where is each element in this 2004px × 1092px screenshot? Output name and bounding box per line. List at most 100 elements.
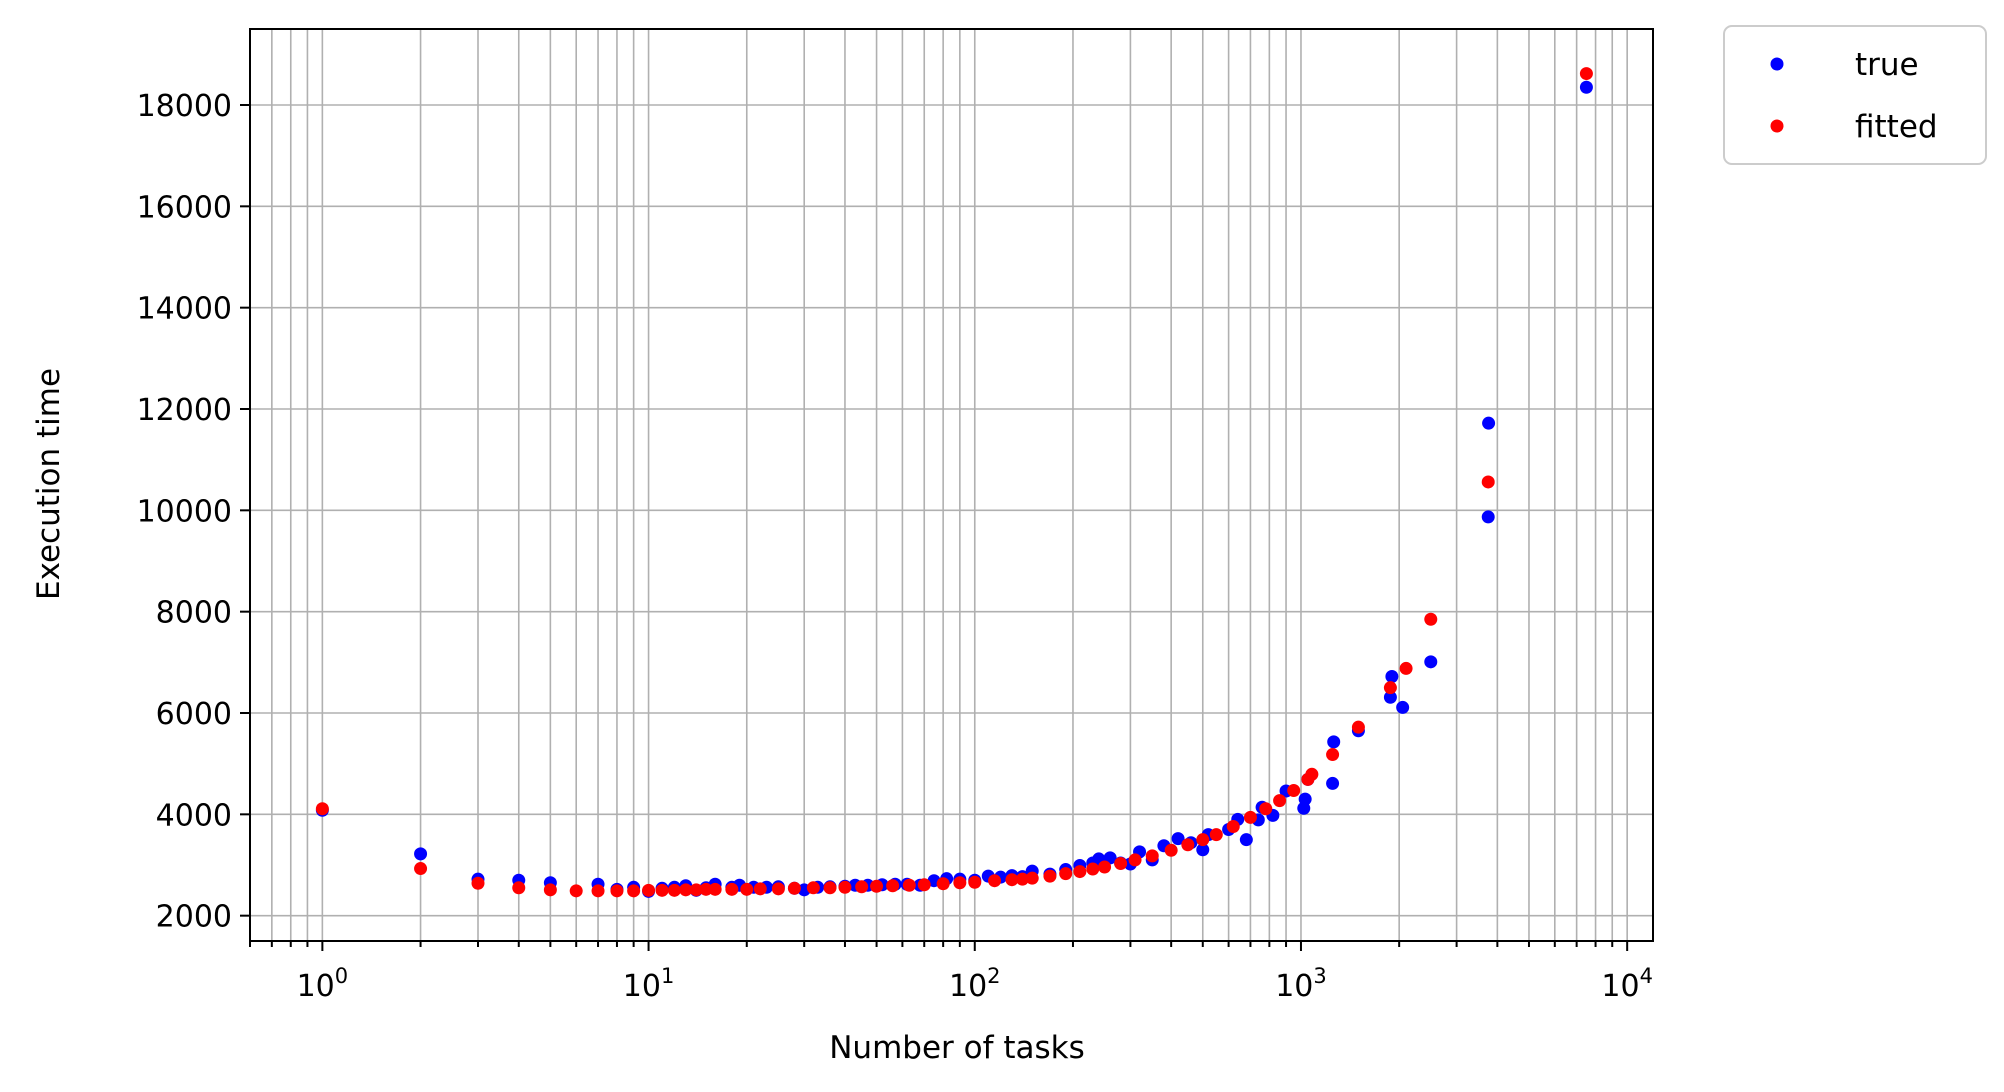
y-tick-label: 16000: [137, 190, 232, 225]
point-fitted: [855, 880, 869, 894]
point-fitted: [627, 884, 641, 898]
point-fitted: [699, 882, 713, 896]
point-fitted: [753, 882, 767, 896]
point-fitted: [1025, 871, 1039, 885]
point-fitted: [708, 882, 722, 896]
point-fitted: [1287, 784, 1301, 798]
point-fitted: [1399, 661, 1413, 675]
point-fitted: [642, 883, 656, 897]
point-fitted: [1005, 873, 1019, 887]
point-fitted: [968, 875, 982, 889]
x-axis-label: Number of tasks: [829, 1030, 1085, 1066]
axis-ticks: [240, 104, 1629, 951]
point-true: [1482, 416, 1496, 430]
point-fitted: [953, 876, 967, 890]
y-axis-label: Execution time: [31, 368, 67, 600]
point-true: [1385, 670, 1399, 684]
point-true: [1171, 832, 1185, 846]
point-fitted: [1243, 810, 1257, 824]
x-tick-label: 100: [297, 964, 349, 1004]
legend-label-true: true: [1855, 47, 1919, 83]
point-fitted: [1579, 67, 1593, 81]
y-tick-labels: 2000 4000 6000 8000 10000 12000 14000 16000 1800…: [137, 89, 232, 935]
point-fitted: [1481, 475, 1495, 489]
point-fitted: [1043, 869, 1057, 883]
point-fitted: [543, 883, 557, 897]
point-fitted: [512, 881, 526, 895]
point-fitted: [1059, 867, 1073, 881]
grid-lines: [249, 29, 1653, 941]
legend-marker-fitted: [1770, 119, 1784, 133]
point-fitted: [1305, 767, 1319, 781]
x-tick-label: 101: [623, 964, 675, 1004]
y-tick-label: 18000: [137, 89, 232, 124]
point-fitted: [1196, 833, 1210, 847]
point-fitted: [725, 882, 739, 896]
x-tick-label: 103: [1275, 964, 1327, 1004]
point-fitted: [1424, 612, 1438, 626]
point-fitted: [787, 881, 801, 895]
point-true: [1396, 700, 1410, 714]
data-points: [315, 67, 1593, 898]
point-fitted: [1383, 681, 1397, 695]
point-fitted: [1351, 720, 1365, 734]
point-fitted: [655, 883, 669, 897]
point-fitted: [414, 862, 428, 876]
point-fitted: [1226, 819, 1240, 833]
point-fitted: [610, 884, 624, 898]
point-true: [1424, 655, 1438, 669]
point-fitted: [886, 879, 900, 893]
point-fitted: [823, 881, 837, 895]
point-fitted: [591, 884, 605, 898]
legend: true fitted: [1723, 25, 1987, 165]
point-fitted: [689, 883, 703, 897]
point-fitted: [740, 882, 754, 896]
point-fitted: [1128, 853, 1142, 867]
x-tick-label: 102: [949, 964, 1001, 1004]
point-fitted: [936, 877, 950, 891]
point-true: [1383, 690, 1397, 704]
point-fitted: [1086, 862, 1100, 876]
point-fitted: [1015, 872, 1029, 886]
point-true: [1326, 776, 1340, 790]
point-fitted: [771, 882, 785, 896]
legend-box: [1723, 25, 1987, 165]
point-fitted: [679, 883, 693, 897]
point-fitted: [1073, 865, 1087, 879]
point-fitted: [1273, 794, 1287, 808]
point-fitted: [806, 881, 820, 895]
point-true: [1239, 833, 1253, 847]
y-tick-label: 14000: [137, 292, 232, 327]
point-true: [1327, 735, 1341, 749]
legend-label-fitted: fitted: [1855, 109, 1938, 145]
point-fitted: [1145, 849, 1159, 863]
point-fitted: [1114, 856, 1128, 870]
y-tick-label: 10000: [137, 494, 232, 529]
point-true: [1579, 80, 1593, 94]
legend-marker-true: [1770, 57, 1784, 71]
point-true: [1481, 510, 1495, 524]
point-fitted: [1326, 748, 1340, 762]
y-tick-label: 6000: [156, 697, 232, 732]
plot-frame: [249, 28, 1654, 942]
x-tick-labels: 100 101 102 103 104: [297, 964, 1653, 1004]
point-fitted: [667, 883, 681, 897]
point-fitted: [1259, 802, 1273, 816]
point-true: [1298, 792, 1312, 806]
y-tick-label: 12000: [137, 393, 232, 428]
point-fitted: [870, 879, 884, 893]
x-tick-label: 104: [1601, 964, 1653, 1004]
point-fitted: [315, 802, 329, 816]
y-tick-label: 8000: [156, 596, 232, 631]
point-fitted: [902, 878, 916, 892]
point-fitted: [988, 874, 1002, 888]
point-fitted: [1209, 828, 1223, 842]
point-fitted: [917, 878, 931, 892]
y-tick-label: 2000: [156, 900, 232, 935]
point-fitted: [1181, 838, 1195, 852]
point-fitted: [1164, 843, 1178, 857]
point-fitted: [838, 880, 852, 894]
series-fitted: [315, 67, 1593, 898]
